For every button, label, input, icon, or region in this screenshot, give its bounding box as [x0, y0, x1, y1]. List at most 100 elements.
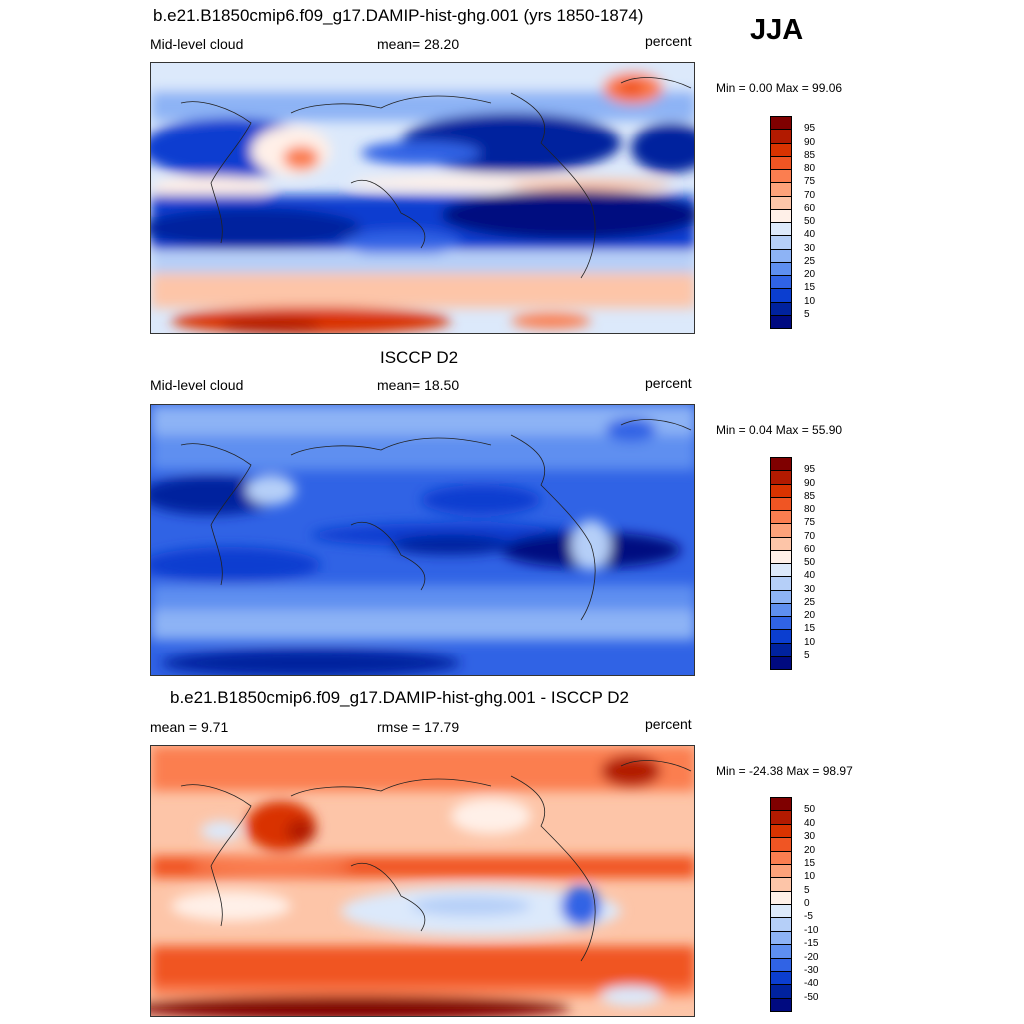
panel-1-colorbar: 95 90 85 80 75 70 60 50 40 30 25 20 15 10 5	[770, 116, 815, 329]
colorbar-swatch	[770, 970, 792, 986]
colorbar-swatch	[770, 890, 792, 905]
colorbar-swatch	[770, 997, 792, 1012]
colorbar-tick-label: 70	[804, 189, 816, 201]
colorbar-tick-label: 5	[804, 884, 810, 896]
colorbar-tick-label: 50	[804, 557, 816, 568]
colorbar-swatch	[770, 182, 792, 197]
colorbar-swatch	[770, 510, 792, 525]
colorbar-swatch	[770, 797, 792, 812]
colorbar-tick-label: -5	[804, 911, 813, 923]
colorbar-tick-label: 95	[804, 123, 816, 135]
colorbar-swatch	[770, 930, 792, 946]
colorbar-tick-label: 20	[804, 610, 816, 621]
colorbar-swatch	[770, 616, 792, 631]
colorbar-tick-label: 60	[804, 543, 816, 555]
panel-2-map-field	[151, 405, 694, 675]
panel-2-mean-label: mean= 18.50	[377, 377, 460, 393]
colorbar-tick-label: -15	[804, 938, 819, 950]
season-label: JJA	[750, 14, 804, 46]
panel-2-map	[150, 404, 695, 676]
colorbar-tick-label: 40	[804, 229, 816, 241]
colorbar-tick-label: 95	[804, 464, 816, 476]
colorbar-tick-label: 15	[804, 857, 816, 869]
panel-1-mean-label: mean= 28.20	[377, 36, 460, 52]
colorbar-tick-label: 5	[804, 649, 810, 661]
colorbar-tick-label: 10	[804, 636, 816, 648]
colorbar-swatch	[770, 863, 792, 879]
colorbar-swatch	[770, 904, 792, 919]
colorbar-tick-label: 10	[804, 295, 816, 307]
colorbar-swatch	[770, 563, 792, 578]
colorbar-tick-label: 85	[804, 490, 816, 502]
colorbar-swatch	[770, 275, 792, 290]
colorbar-swatch	[770, 523, 792, 538]
colorbar-swatch	[770, 576, 792, 591]
colorbar-tick-label: 25	[804, 596, 816, 608]
colorbar-tick-label: 25	[804, 255, 816, 267]
colorbar-swatch	[770, 129, 792, 144]
colorbar-swatch	[770, 837, 792, 852]
colorbar-swatch	[770, 810, 792, 825]
panel-3-map	[150, 745, 695, 1017]
colorbar-swatch	[770, 470, 792, 485]
colorbar-swatch	[770, 142, 792, 157]
colorbar-swatch	[770, 155, 792, 170]
colorbar-swatch	[770, 877, 792, 892]
colorbar-swatch	[770, 288, 792, 303]
colorbar-tick-label: 40	[804, 817, 816, 829]
colorbar-tick-label: 90	[804, 136, 816, 148]
colorbar-tick-label: 20	[804, 844, 816, 856]
colorbar-tick-label: 10	[804, 871, 816, 883]
panel-3-map-field	[151, 746, 694, 1016]
colorbar-swatch	[770, 169, 792, 184]
colorbar-tick-label: 70	[804, 530, 816, 542]
panel-1-title: b.e21.B1850cmip6.f09_g17.DAMIP-hist-ghg.…	[153, 6, 644, 25]
colorbar-tick-label: 80	[804, 504, 816, 515]
colorbar-swatch	[770, 549, 792, 564]
colorbar-tick-label: 50	[804, 216, 816, 227]
colorbar-tick-label: 50	[804, 804, 816, 816]
panel-2-minmax: Min = 0.04 Max = 55.90	[716, 423, 843, 437]
colorbar-swatch	[770, 944, 792, 959]
colorbar-tick-label: 30	[804, 831, 816, 843]
colorbar-swatch	[770, 917, 792, 932]
panel-1-map-field	[151, 63, 694, 333]
panel-3-minmax: Min = -24.38 Max = 98.97	[716, 764, 853, 778]
panel-1-units-label: percent	[645, 33, 692, 49]
colorbar-tick-label: -50	[804, 991, 819, 1003]
colorbar-swatch	[770, 655, 792, 670]
panel-3-title: b.e21.B1850cmip6.f09_g17.DAMIP-hist-ghg.…	[170, 688, 629, 707]
colorbar-swatch	[770, 496, 792, 511]
colorbar-tick-label: 30	[804, 583, 816, 595]
panel-1-left-label: Mid-level cloud	[150, 36, 244, 52]
colorbar-tick-label: 15	[804, 623, 816, 635]
colorbar-tick-label: -30	[804, 964, 819, 976]
colorbar-tick-label: 5	[804, 308, 810, 320]
colorbar-swatch	[770, 629, 792, 644]
colorbar-swatch	[770, 116, 792, 131]
colorbar-swatch	[770, 222, 792, 237]
panel-3-rmse-label: rmse = 17.79	[377, 719, 460, 735]
colorbar-tick-label: 75	[804, 517, 816, 529]
colorbar-tick-label: 80	[804, 163, 816, 174]
colorbar-swatch	[770, 208, 792, 223]
colorbar-tick-label: 90	[804, 477, 816, 489]
colorbar-swatch	[770, 823, 792, 839]
colorbar-swatch	[770, 261, 792, 276]
colorbar-tick-label: 20	[804, 269, 816, 280]
colorbar-swatch	[770, 602, 792, 617]
colorbar-swatch	[770, 301, 792, 316]
colorbar-swatch	[770, 536, 792, 551]
colorbar-tick-label: 30	[804, 242, 816, 254]
colorbar-tick-label: 15	[804, 282, 816, 294]
colorbar-tick-label: 60	[804, 202, 816, 214]
colorbar-swatch	[770, 314, 792, 329]
colorbar-swatch	[770, 957, 792, 972]
colorbar-tick-label: -40	[804, 978, 819, 990]
colorbar-tick-label: 0	[804, 898, 810, 909]
colorbar-tick-label: 85	[804, 149, 816, 161]
colorbar-tick-label: -10	[804, 924, 819, 936]
panel-2-colorbar: 95 90 85 80 75 70 60 50 40 30 25 20 15 10 5	[770, 457, 815, 670]
colorbar-swatch	[770, 483, 792, 498]
colorbar-swatch	[770, 850, 792, 865]
